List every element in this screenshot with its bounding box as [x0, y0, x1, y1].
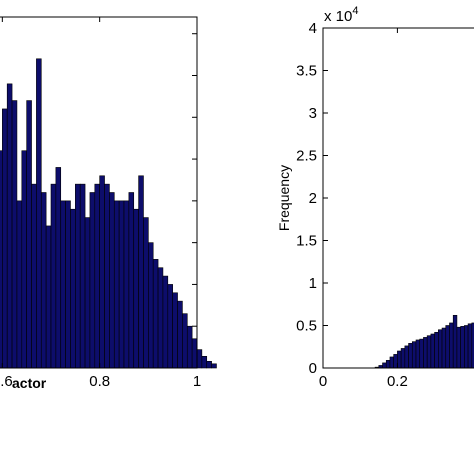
left-x-tick-label: 1 [193, 373, 201, 390]
right-histogram-bar [467, 323, 473, 369]
right-y-axis-label: Frequency [276, 165, 292, 231]
left-histogram-bar [50, 183, 57, 369]
right-histogram-bar [438, 329, 443, 369]
exponent-base: x 10 [324, 8, 352, 25]
right-y-tick-label: 3 [309, 105, 317, 122]
left-histogram-bar [152, 259, 159, 369]
right-histogram-bar [460, 326, 465, 369]
left-histogram-bar [138, 175, 144, 369]
right-histogram-bar [456, 326, 461, 369]
left-histogram-bar [201, 355, 208, 369]
right-histogram-bar [404, 345, 409, 369]
right-x-tick-label: 0 [319, 373, 327, 390]
left-x-axis-label: actor [12, 375, 47, 391]
left-histogram-bar [2, 108, 8, 369]
left-histogram-bar [60, 200, 66, 369]
left-x-tick-label: 0.6 [0, 373, 13, 390]
left-histogram-bar [191, 338, 198, 369]
left-histogram-bar [128, 192, 135, 369]
left-histogram-bar [0, 150, 3, 369]
right-histogram-bar [441, 327, 447, 369]
right-y-tick-label: 1.5 [296, 233, 317, 250]
left-histogram-bar [40, 192, 47, 369]
left-x-tick-label: 0.8 [89, 373, 110, 390]
right-histogram-bar [464, 325, 469, 369]
right-histogram-bar [393, 354, 398, 369]
left-histogram-bar [65, 200, 71, 369]
right-y-exponent-label: x 104 [324, 5, 358, 25]
left-histogram-bar [172, 292, 178, 369]
left-histogram-bar [89, 192, 96, 369]
right-y-tick-label: 4 [309, 20, 317, 37]
left-histogram-bar [196, 349, 203, 369]
left-histogram-bar [45, 225, 52, 369]
exponent-power: 4 [352, 5, 358, 17]
left-histogram: 0.6 0.8 1 actor [0, 16, 217, 391]
right-axis-ticks: 0 0.5 1 1.5 2 2.5 3 3.5 4 0 0.2 [296, 20, 408, 390]
left-histogram-bar [143, 217, 149, 369]
left-histogram-bar [75, 183, 81, 369]
right-histogram: 00.511.522.533.540 0.2 Frequency x 104 [276, 5, 474, 390]
right-axes-frame [322, 27, 474, 369]
left-histogram-bar [55, 167, 62, 369]
left-histogram-bar [206, 361, 212, 369]
right-histogram-bar [397, 350, 402, 369]
right-histogram-bar [382, 362, 387, 369]
left-histogram-bar [118, 200, 125, 369]
right-histogram-bar [449, 322, 454, 369]
right-y-tick-label: 3.5 [296, 63, 317, 80]
left-axis-ticks: 0.6 0.8 1 [0, 17, 201, 390]
left-histogram-bar [113, 200, 120, 369]
left-histogram-bar [21, 150, 27, 369]
right-y-tick-label: 0.5 [296, 318, 317, 335]
left-histogram-bar [6, 83, 13, 369]
right-histogram-bar [385, 360, 391, 369]
left-histogram-bar [26, 100, 32, 369]
left-histogram-bar [157, 267, 164, 369]
left-histogram-bar [79, 183, 86, 369]
left-histogram-bar [84, 217, 91, 369]
right-x-tick-label: 0.2 [387, 373, 408, 390]
right-histogram-bars [374, 314, 474, 369]
left-histogram-bar [94, 183, 100, 369]
right-histogram-bar [423, 337, 428, 369]
left-axes-frame [0, 16, 198, 369]
right-histogram-bar [408, 343, 413, 369]
left-histogram-bar [70, 208, 76, 369]
right-y-tick-label: 0 [309, 360, 317, 377]
left-histogram-bar [186, 325, 193, 369]
left-histogram-bar [162, 275, 169, 369]
left-histogram-bar [211, 363, 217, 369]
right-y-tick-label: 1 [309, 275, 317, 292]
left-histogram-bar [31, 183, 37, 369]
right-histogram-bar [415, 339, 421, 369]
left-histogram-bar [182, 313, 188, 369]
right-histogram-bar [426, 335, 432, 369]
left-histogram-bar [11, 100, 18, 369]
left-histogram-bar [16, 200, 23, 369]
left-histogram-bars [0, 58, 217, 369]
left-histogram-bar [133, 208, 139, 369]
right-y-tick-label: 2 [309, 190, 317, 207]
right-histogram-bar [445, 325, 450, 369]
right-histogram-bar [452, 314, 458, 369]
left-histogram-bar [109, 192, 115, 369]
right-histogram-bar [419, 338, 424, 369]
left-histogram-bar [123, 200, 130, 369]
right-histogram-bar [430, 333, 435, 369]
right-y-tick-label: 2.5 [296, 148, 317, 165]
right-histogram-bar [400, 348, 406, 369]
right-histogram-bar [411, 341, 417, 369]
right-histogram-bar [389, 356, 394, 369]
right-histogram-bar [434, 331, 439, 369]
left-histogram-bar [99, 175, 105, 369]
left-histogram-bar [167, 284, 173, 369]
left-histogram-bar [148, 242, 154, 369]
left-histogram-bar [104, 183, 110, 369]
left-histogram-bar [36, 58, 42, 369]
left-histogram-bar [177, 300, 183, 369]
